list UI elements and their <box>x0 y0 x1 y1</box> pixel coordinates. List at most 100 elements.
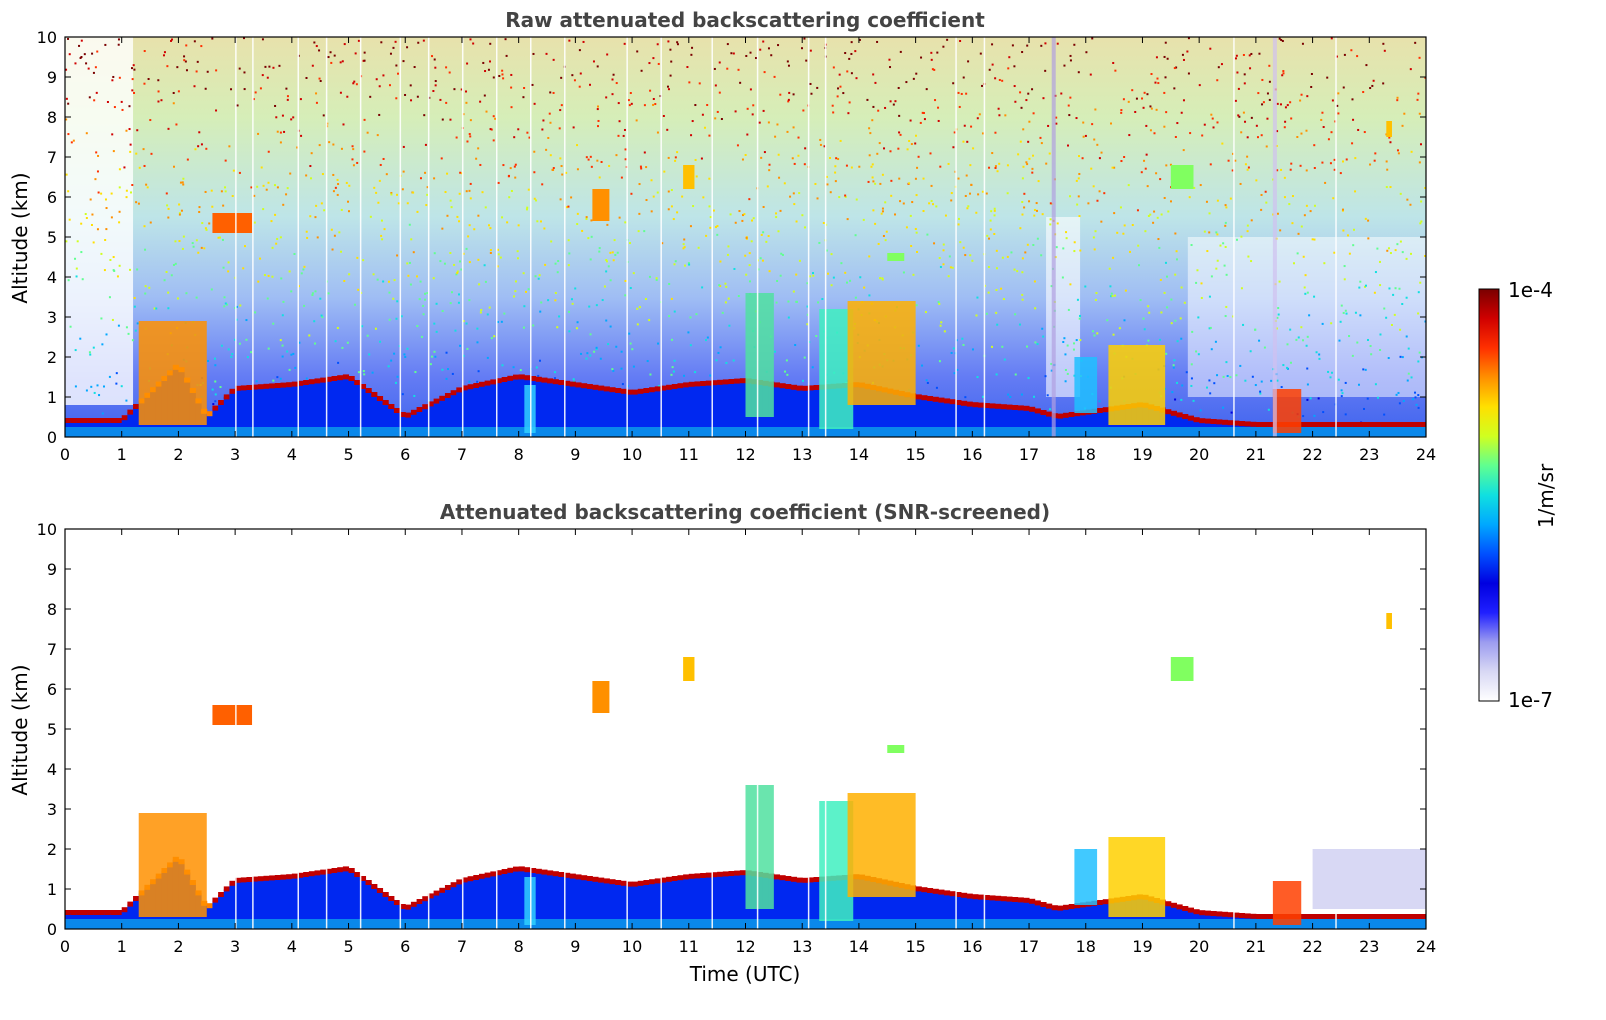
top-cloud <box>683 165 695 189</box>
top-layer-top <box>1227 420 1234 426</box>
top-noise-speck <box>469 119 472 122</box>
top-noise-speck <box>1389 252 1392 255</box>
top-noise-speck <box>422 304 425 307</box>
top-noise-speck <box>763 151 766 154</box>
top-noise-speck <box>552 58 555 61</box>
top-noise-speck <box>144 285 147 288</box>
top-noise-speck <box>1021 298 1024 301</box>
top-noise-speck <box>1246 168 1249 171</box>
bottom-boundary-layer-column <box>569 876 576 929</box>
top-noise-speck <box>629 287 632 290</box>
top-noise-speck <box>477 370 480 373</box>
bottom-boundary-layer-column <box>490 874 497 929</box>
top-layer-top <box>467 384 474 390</box>
top-noise-speck <box>708 134 711 137</box>
top-noise-speck <box>682 243 685 246</box>
top-layer-top <box>473 383 480 388</box>
top-noise-speck <box>260 166 263 169</box>
bottom-boundary-layer-column <box>581 878 588 929</box>
top-noise-speck <box>281 355 284 358</box>
top-noise-speck <box>533 171 536 174</box>
bottom-boundary-layer-column <box>297 875 304 929</box>
top-layer-top <box>495 378 503 384</box>
top-noise-speck <box>157 90 160 93</box>
top-noise-speck <box>1213 382 1216 385</box>
bottom-plume <box>138 813 207 917</box>
top-noise-speck <box>600 161 603 164</box>
bottom-boundary-layer-column <box>1318 917 1325 929</box>
top-boundary-layer-column <box>382 403 389 437</box>
top-noise-speck <box>1264 190 1267 193</box>
top-noise-speck <box>142 148 145 151</box>
bottom-data-gap <box>359 529 362 929</box>
bottom-layer-top <box>1352 914 1359 919</box>
top-noise-speck <box>967 205 970 208</box>
top-boundary-layer-column <box>898 394 905 437</box>
bottom-boundary-layer-column <box>405 907 412 929</box>
top-noise-speck <box>1336 104 1339 107</box>
top-noise-speck <box>899 50 902 53</box>
top-x-tick-label: 17 <box>1019 445 1039 464</box>
bottom-boundary-layer-column <box>898 886 905 929</box>
top-noise-speck <box>1092 185 1095 188</box>
bottom-layer-top <box>325 868 333 874</box>
top-boundary-layer-column <box>274 386 281 437</box>
top-noise-speck <box>805 59 808 62</box>
top-noise-speck <box>1195 350 1198 353</box>
top-noise-speck <box>363 59 366 62</box>
top-noise-speck <box>648 62 651 65</box>
bottom-layer-top <box>1148 896 1155 902</box>
top-noise-speck <box>981 84 984 87</box>
top-noise-speck <box>988 237 991 240</box>
top-noise-speck <box>1261 103 1264 106</box>
top-noise-speck <box>340 250 343 253</box>
top-noise-speck <box>868 294 871 297</box>
top-layer-top <box>711 380 718 386</box>
top-boundary-layer-column <box>592 387 599 437</box>
top-layer-top <box>592 384 599 390</box>
bottom-layer-top <box>1238 913 1246 918</box>
bottom-layer-top <box>1046 903 1053 909</box>
top-noise-speck <box>1181 53 1184 56</box>
top-noise-speck <box>270 220 273 223</box>
bottom-boundary-layer-column <box>932 891 939 929</box>
top-noise-speck <box>1075 339 1078 342</box>
top-noise-speck <box>131 89 134 92</box>
top-noise-speck <box>1175 250 1178 253</box>
bottom-boundary-layer-column <box>626 884 633 929</box>
top-noise-speck <box>716 225 719 228</box>
top-noise-speck <box>1156 216 1159 219</box>
top-noise-speck <box>709 216 712 219</box>
top-noise-speck <box>908 139 911 142</box>
bottom-data-gap <box>756 529 759 929</box>
top-noise-speck <box>543 227 546 230</box>
top-noise-speck <box>554 262 557 265</box>
bottom-boundary-layer-column <box>167 865 174 929</box>
bottom-layer-top <box>371 884 378 889</box>
top-noise-speck <box>458 293 461 296</box>
top-noise-speck <box>242 267 245 270</box>
top-noise-speck <box>1373 159 1376 162</box>
bottom-layer-top <box>1142 894 1149 900</box>
top-noise-speck <box>779 209 782 212</box>
top-noise-speck <box>1017 153 1020 156</box>
top-noise-speck <box>667 190 670 193</box>
top-boundary-layer-column <box>649 390 656 437</box>
bottom-layer-top <box>1301 914 1308 919</box>
top-noise-speck <box>931 68 934 71</box>
top-layer-top <box>133 404 140 409</box>
top-noise-speck <box>298 341 301 344</box>
bottom-x-tick-label: 10 <box>622 937 642 956</box>
bottom-data-gap <box>399 529 402 929</box>
top-y-tick-label: 10 <box>37 28 57 47</box>
top-noise-speck <box>125 189 128 192</box>
top-noise-speck <box>231 352 234 355</box>
top-noise-speck <box>572 126 575 129</box>
top-noise-speck <box>623 128 626 131</box>
top-x-tick-label: 11 <box>679 445 699 464</box>
top-boundary-layer-column <box>461 388 469 437</box>
top-noise-speck <box>1019 227 1022 230</box>
top-noise-speck <box>1084 134 1087 137</box>
top-noise-speck <box>91 52 94 55</box>
top-noise-speck <box>1069 54 1072 57</box>
